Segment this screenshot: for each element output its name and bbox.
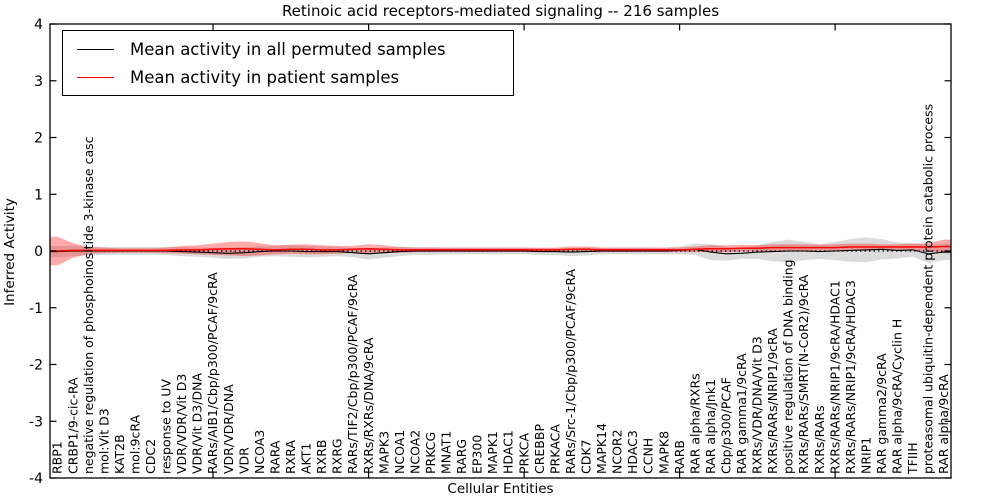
category-label: RXRs/RARs/NRIP1/9cRA/HDAC1 bbox=[827, 280, 842, 474]
category-label: proteasomal ubiquitin-dependent protein … bbox=[921, 104, 936, 474]
category-label: NCOA3 bbox=[252, 430, 267, 474]
legend-entry-permuted: Mean activity in all permuted samples bbox=[63, 37, 513, 61]
category-label: Cbp/p300/PCAF bbox=[719, 377, 734, 474]
category-label: MAPK14 bbox=[594, 423, 609, 474]
category-label: positive regulation of DNA binding bbox=[781, 259, 796, 474]
category-label: NCOA2 bbox=[407, 430, 422, 474]
y-tick-label: 2 bbox=[34, 131, 43, 147]
category-label: MAPK8 bbox=[656, 431, 671, 474]
category-label: RXRA bbox=[283, 440, 298, 474]
category-label: PRKACA bbox=[547, 424, 562, 474]
patient-line-swatch bbox=[77, 76, 114, 78]
category-label: RXRs/RXRs/DNA/9cRA bbox=[361, 337, 376, 474]
category-label: RXRs/RARs/NRIP1/9cRA bbox=[765, 328, 780, 474]
category-label: RAR alpha/9cRA bbox=[936, 374, 951, 474]
category-label: MNAT1 bbox=[439, 431, 454, 474]
category-label: RAR alpha/Jnk1 bbox=[703, 379, 718, 474]
category-label: RARA bbox=[267, 440, 282, 474]
category-label: AKT1 bbox=[299, 443, 314, 474]
category-label: RXRs/RARs/SMRT(N-CoR2)/9cRA bbox=[796, 274, 811, 474]
category-label: response to UV bbox=[159, 379, 174, 474]
category-label: RAR alpha/9cRA/Cyclin H bbox=[890, 319, 905, 474]
category-label: RXRB bbox=[314, 439, 329, 474]
category-label: HDAC3 bbox=[625, 430, 640, 474]
category-label: RARG bbox=[454, 439, 469, 474]
category-label: CDK7 bbox=[579, 439, 594, 474]
category-label: RARs/Src-1/Cbp/p300/PCAF/9cRA bbox=[563, 268, 578, 474]
category-label: VDR/VDR/Vit D3 bbox=[174, 374, 189, 474]
category-label: VDR/VDR/DNA bbox=[221, 384, 236, 474]
category-label: CDC2 bbox=[143, 439, 158, 474]
category-label: KAT2B bbox=[112, 434, 127, 474]
category-label: PRKCA bbox=[516, 433, 531, 474]
category-label: VDR bbox=[236, 447, 251, 474]
category-label: mol:Vit D3 bbox=[96, 408, 111, 474]
chart-title: Retinoic acid receptors-mediated signali… bbox=[281, 2, 720, 20]
category-label: RAR gamma1/9cRA bbox=[734, 353, 749, 474]
x-axis-label: Cellular Entities bbox=[447, 481, 554, 497]
y-axis-label: Inferred Activity bbox=[2, 198, 18, 306]
plot-frame bbox=[49, 23, 952, 479]
category-label: RARs/AIB1/Cbp/p300/PCAF/9cRA bbox=[205, 272, 220, 474]
category-label: TFIIH bbox=[905, 442, 920, 475]
category-label: NCOR2 bbox=[610, 429, 625, 474]
y-tick-label: 3 bbox=[34, 74, 43, 90]
line-series-0 bbox=[50, 248, 951, 255]
category-label: RXRs/RARs bbox=[812, 405, 827, 474]
category-label: RXRs/RARs/NRIP1/9cRA/HDAC3 bbox=[843, 280, 858, 474]
y-tick-label: 4 bbox=[34, 17, 43, 33]
category-label: MAPK3 bbox=[376, 431, 391, 474]
category-label: EP300 bbox=[470, 435, 485, 474]
category-label: RBP1 bbox=[50, 441, 65, 474]
category-label: mol:9cRA bbox=[128, 414, 143, 474]
legend-label-patient: Mean activity in patient samples bbox=[130, 67, 400, 87]
legend-box: Mean activity in all permuted samples Me… bbox=[62, 30, 514, 96]
y-tick-label: 0 bbox=[34, 244, 43, 260]
line-series-1 bbox=[50, 245, 951, 252]
permuted-line-swatch bbox=[77, 48, 114, 50]
category-label: PRKCG bbox=[423, 432, 438, 474]
category-label: RXRs/VDR/DNA/Vit D3 bbox=[750, 336, 765, 474]
category-label: MAPK1 bbox=[485, 431, 500, 474]
category-label: RAR gamma2/9cRA bbox=[874, 353, 889, 474]
category-label: NCOA1 bbox=[392, 430, 407, 474]
category-label: NRIP1 bbox=[858, 437, 873, 474]
y-tick-label: -1 bbox=[29, 301, 43, 317]
category-label: HDAC1 bbox=[501, 430, 516, 474]
y-tick-label: -2 bbox=[29, 358, 43, 374]
category-label: VDR/Vit D3/DNA bbox=[190, 373, 205, 474]
y-tick-label: -3 bbox=[29, 414, 43, 430]
category-label: RARB bbox=[672, 440, 687, 474]
legend-label-permuted: Mean activity in all permuted samples bbox=[130, 39, 446, 59]
y-tick-label: -4 bbox=[29, 471, 43, 487]
category-label: RARs/TIF2/Cbp/p300/PCAF/9cRA bbox=[345, 274, 360, 474]
category-label: CRBP1/9-cic-RA bbox=[65, 377, 80, 474]
legend-entry-patient: Mean activity in patient samples bbox=[63, 65, 513, 89]
category-label: CCNH bbox=[641, 438, 656, 474]
category-label: RXRG bbox=[330, 438, 345, 474]
category-label: CREBBP bbox=[532, 424, 547, 474]
category-label: RAR alpha/RXRs bbox=[687, 373, 702, 474]
category-label: negative regulation of phosphoinositide … bbox=[81, 136, 96, 474]
y-tick-label: 1 bbox=[34, 187, 43, 203]
